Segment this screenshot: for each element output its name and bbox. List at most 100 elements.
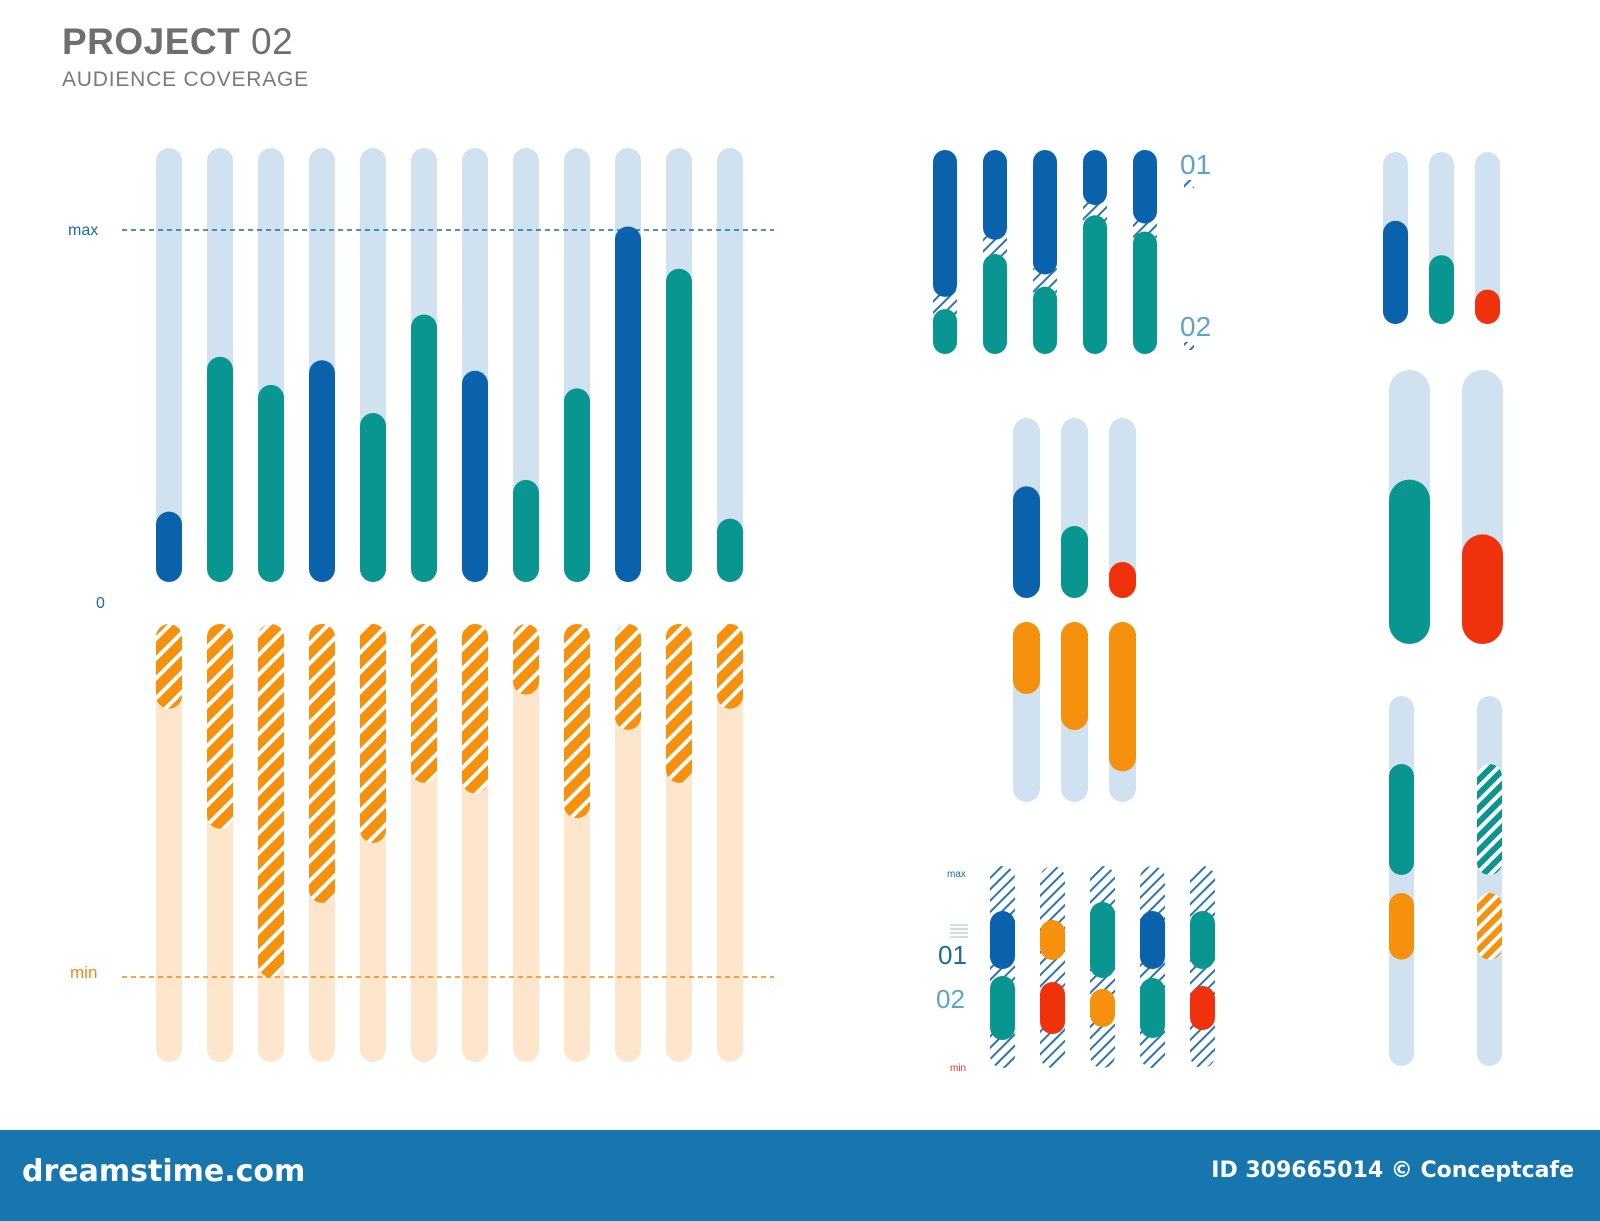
pair-track xyxy=(1477,696,1502,1066)
stack-bar-01 xyxy=(983,150,1007,240)
mini-bars-top-right xyxy=(1383,152,1500,324)
bar-negative xyxy=(309,624,335,903)
bar-negative xyxy=(513,624,539,695)
big-bar xyxy=(1389,479,1430,644)
range-max-label: max xyxy=(947,869,966,880)
stack-bar-02 xyxy=(1133,231,1157,354)
stack-gap-hatch xyxy=(1083,199,1107,222)
track-positive xyxy=(156,148,182,582)
bar-positive xyxy=(513,479,539,582)
bar-negative xyxy=(615,624,641,730)
stack-bar-02 xyxy=(933,309,957,354)
legend-02: 02 xyxy=(1180,311,1211,342)
min-label: min xyxy=(70,963,97,982)
zero-label: 0 xyxy=(96,595,105,612)
title-number: 02 xyxy=(251,21,294,62)
legend-01-hatch xyxy=(1184,180,1194,188)
mid-bar-bottom xyxy=(1061,622,1088,730)
title-bold: PROJECT xyxy=(62,21,241,62)
bar-negative xyxy=(717,624,743,709)
range-bar-01 xyxy=(1190,911,1215,969)
bar-positive xyxy=(309,360,335,582)
range-bar-02 xyxy=(1090,989,1115,1027)
big-bar xyxy=(1462,534,1503,644)
stack-bar-01 xyxy=(1033,150,1057,275)
range-02-label: 02 xyxy=(936,984,965,1014)
pair-bar-bottom xyxy=(1389,893,1414,960)
mid-track-top xyxy=(1109,418,1136,598)
stack-bar-02 xyxy=(1083,215,1107,354)
bar-negative xyxy=(564,624,590,819)
stack-bar-02 xyxy=(1033,286,1057,354)
track-negative xyxy=(717,624,743,1062)
bar-negative xyxy=(360,624,386,843)
mini-track xyxy=(1475,152,1500,324)
range-bars xyxy=(990,866,1215,1068)
bar-positive xyxy=(156,511,182,582)
bar-positive xyxy=(207,356,233,582)
track-positive xyxy=(717,148,743,582)
track-negative xyxy=(615,624,641,1062)
bar-positive xyxy=(717,518,743,582)
bar-positive xyxy=(462,370,488,582)
legend-02-hatch xyxy=(1184,342,1194,350)
range-bar-01 xyxy=(1140,911,1165,969)
main-bars xyxy=(156,148,743,1062)
bar-positive xyxy=(564,388,590,582)
stack-bar-01 xyxy=(1083,150,1107,206)
pair-track xyxy=(1389,696,1414,1066)
mini-bar xyxy=(1475,289,1500,324)
range-bar-02 xyxy=(990,976,1015,1040)
mini-bar xyxy=(1383,220,1408,324)
range-bar-01 xyxy=(1090,902,1115,978)
footer-id: ID 309665014 © Conceptcafe xyxy=(1211,1158,1574,1183)
pair-bar-top xyxy=(1389,764,1414,875)
stack-gap-hatch xyxy=(1133,217,1157,238)
footer-bar: dreamstime.com ID 309665014 © Conceptcaf… xyxy=(0,1130,1600,1221)
range-bar-01 xyxy=(1040,920,1065,960)
mid-bar-bottom xyxy=(1109,622,1136,772)
bar-negative xyxy=(666,624,692,783)
range-bar-02 xyxy=(1140,978,1165,1038)
bar-positive xyxy=(666,268,692,582)
mid-bar-top xyxy=(1013,486,1040,598)
legend-01: 01 xyxy=(1180,149,1211,180)
stack-bar-02 xyxy=(983,254,1007,354)
mid-bar-bottom xyxy=(1013,622,1040,694)
bar-positive xyxy=(258,384,284,582)
range-min-label: min xyxy=(950,1063,966,1074)
range-bar-02 xyxy=(1040,982,1065,1034)
bar-positive xyxy=(615,226,641,583)
track-negative xyxy=(513,624,539,1062)
footer-logo[interactable]: dreamstime.com xyxy=(22,1154,306,1189)
chart-title: PROJECT 02 xyxy=(62,20,309,64)
big-pair-bars xyxy=(1389,370,1503,644)
bar-negative xyxy=(207,624,233,829)
pair-bar-bottom xyxy=(1477,893,1502,960)
track-negative xyxy=(156,624,182,1062)
stacked-bars xyxy=(933,150,1157,354)
pair-bar-top xyxy=(1477,764,1502,875)
range-bar-01 xyxy=(990,911,1015,969)
bar-negative xyxy=(462,624,488,794)
mini-bar xyxy=(1429,255,1454,324)
range-01-lines xyxy=(950,924,968,938)
bar-negative xyxy=(258,624,284,977)
range-01-label: 01 xyxy=(938,940,967,970)
chart-subtitle: AUDIENCE COVERAGE xyxy=(62,68,309,91)
stack-bar-01 xyxy=(1133,150,1157,224)
mid-group-bars xyxy=(1013,418,1136,802)
infographic-canvas: max 0 min 01 02 max min 01 02 xyxy=(68,148,1503,1074)
bar-negative xyxy=(156,624,182,709)
range-track xyxy=(1040,866,1065,1068)
bar-negative xyxy=(411,624,437,783)
range-bar-02 xyxy=(1190,986,1215,1030)
bar-positive xyxy=(411,314,437,582)
stack-bar-01 xyxy=(933,150,957,297)
pair-bars-bottom-right xyxy=(1389,696,1502,1066)
mid-bar-top xyxy=(1061,526,1088,598)
mid-bar-top xyxy=(1109,562,1136,598)
track-positive xyxy=(513,148,539,582)
bar-positive xyxy=(360,413,386,582)
chart-header: PROJECT 02 AUDIENCE COVERAGE xyxy=(62,20,309,92)
